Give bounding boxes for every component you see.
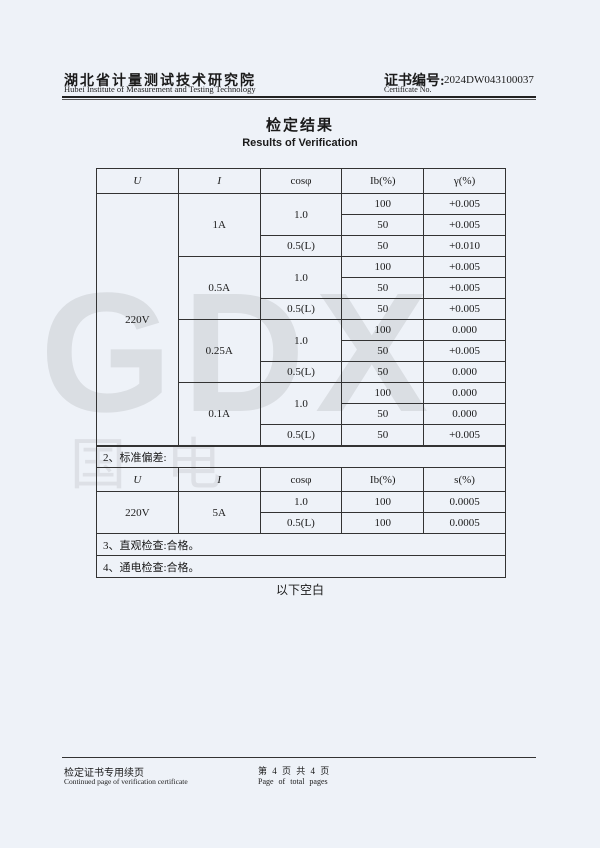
cert-label-en: Certificate No. <box>384 85 432 94</box>
voltage-cell: 220V <box>96 193 179 446</box>
ib-cell: 50 <box>341 277 425 299</box>
gamma-cell: 0.000 <box>423 403 506 425</box>
cos-cell: 0.5(L) <box>259 361 343 383</box>
cert-label-cn: 证书编号: <box>384 74 445 89</box>
current-cell: 5A <box>177 491 261 534</box>
cos-cell: 0.5(L) <box>259 298 343 320</box>
cert-number: 2024DW043100037 <box>444 74 534 86</box>
header-i: I <box>177 467 261 492</box>
table-row: 50 0.000 <box>97 403 506 425</box>
cos-cell: 1.0 <box>259 491 343 513</box>
cos-cell: 1.0 <box>259 382 343 425</box>
table-row: 0.5A 1.0 100 +0.005 <box>97 256 506 320</box>
current-cell: 0.1A <box>177 382 261 446</box>
ib-cell: 50 <box>341 298 425 320</box>
gamma-cell: +0.005 <box>423 256 506 278</box>
gamma-cell: +0.005 <box>423 298 506 320</box>
section-2-label: 2、标准偏差: <box>96 446 506 468</box>
footer-en: Continued page of verification certifica… <box>64 777 188 786</box>
institute-name-en: Hubei Institute of Measurement and Testi… <box>64 84 256 94</box>
header-u: U <box>96 168 179 194</box>
ib-cell: 50 <box>341 361 425 383</box>
section-4-power-check: 4、通电检查:合格。 <box>96 555 506 578</box>
current-cell: 0.25A <box>177 319 261 383</box>
header-u: U <box>96 467 179 492</box>
cos-cell: 0.5(L) <box>259 512 343 534</box>
voltage-cell: 220V <box>96 491 179 534</box>
header-rule-thin <box>62 99 536 100</box>
table-row: 0.5(L) 50 +0.005 <box>97 424 506 446</box>
section-3-visual-check: 3、直观检查:合格。 <box>96 533 506 556</box>
footer-cn: 检定证书专用续页 <box>64 768 144 779</box>
page-number-en: Page of total pages <box>258 777 328 786</box>
gamma-cell: +0.005 <box>423 277 506 299</box>
header-cos: cosφ <box>259 467 343 492</box>
table-row: 50 +0.005 <box>97 340 506 362</box>
page-number-cn: 第 4 页 共 4 页 <box>258 766 330 776</box>
ib-cell: 50 <box>341 340 425 362</box>
ib-cell: 100 <box>341 382 425 404</box>
gamma-cell: +0.010 <box>423 235 506 257</box>
cos-cell: 1.0 <box>259 319 343 362</box>
gamma-cell: +0.005 <box>423 340 506 362</box>
s-cell: 0.0005 <box>423 512 506 534</box>
table-row: 0.25A 1.0 100 0.000 <box>97 319 506 383</box>
ib-cell: 100 <box>341 512 425 534</box>
header-i: I <box>177 168 261 194</box>
blank-below-note: 以下空白 <box>275 583 324 597</box>
gamma-cell: 0.000 <box>423 382 506 404</box>
gamma-cell: +0.005 <box>423 214 506 236</box>
header-rule <box>62 96 536 98</box>
s-cell: 0.0005 <box>423 491 506 513</box>
footer-rule <box>62 757 536 758</box>
cos-cell: 0.5(L) <box>259 235 343 257</box>
page-subtitle: Results of Verification <box>242 137 358 149</box>
header-ib: Ib(%) <box>341 168 425 194</box>
table-row: 220V 1A 1.0 100 +0.005 <box>96 193 506 446</box>
gamma-cell: 0.000 <box>423 319 506 341</box>
ib-cell: 50 <box>341 235 425 257</box>
table-row: 0.5(L) 50 0.000 <box>97 361 506 383</box>
ib-cell: 50 <box>341 424 425 446</box>
current-cell: 0.5A <box>177 256 261 320</box>
ib-cell: 100 <box>341 319 425 341</box>
cos-cell: 1.0 <box>259 256 343 299</box>
ib-cell: 100 <box>341 256 425 278</box>
gamma-cell: +0.005 <box>423 193 506 215</box>
page-title: 检定结果 <box>265 118 334 134</box>
ib-cell: 50 <box>341 214 425 236</box>
current-cell: 1A <box>177 193 261 257</box>
header-ib: Ib(%) <box>341 467 425 492</box>
ib-cell: 100 <box>341 193 425 215</box>
cos-cell: 0.5(L) <box>259 424 343 446</box>
gamma-cell: +0.005 <box>423 424 506 446</box>
header-gamma: γ(%) <box>423 168 506 194</box>
cos-cell: 1.0 <box>259 193 343 236</box>
gamma-cell: 0.000 <box>423 361 506 383</box>
header-cos: cosφ <box>259 168 343 194</box>
std-dev-table: 2、标准偏差: U I cosφ Ib(%) s(%) 220V 5A 1.0 … <box>96 446 506 578</box>
header-s: s(%) <box>423 467 506 492</box>
ib-cell: 100 <box>341 491 425 513</box>
ib-cell: 50 <box>341 403 425 425</box>
institute-name-cn: 湖北省计量测试技术研究院 <box>64 74 256 89</box>
